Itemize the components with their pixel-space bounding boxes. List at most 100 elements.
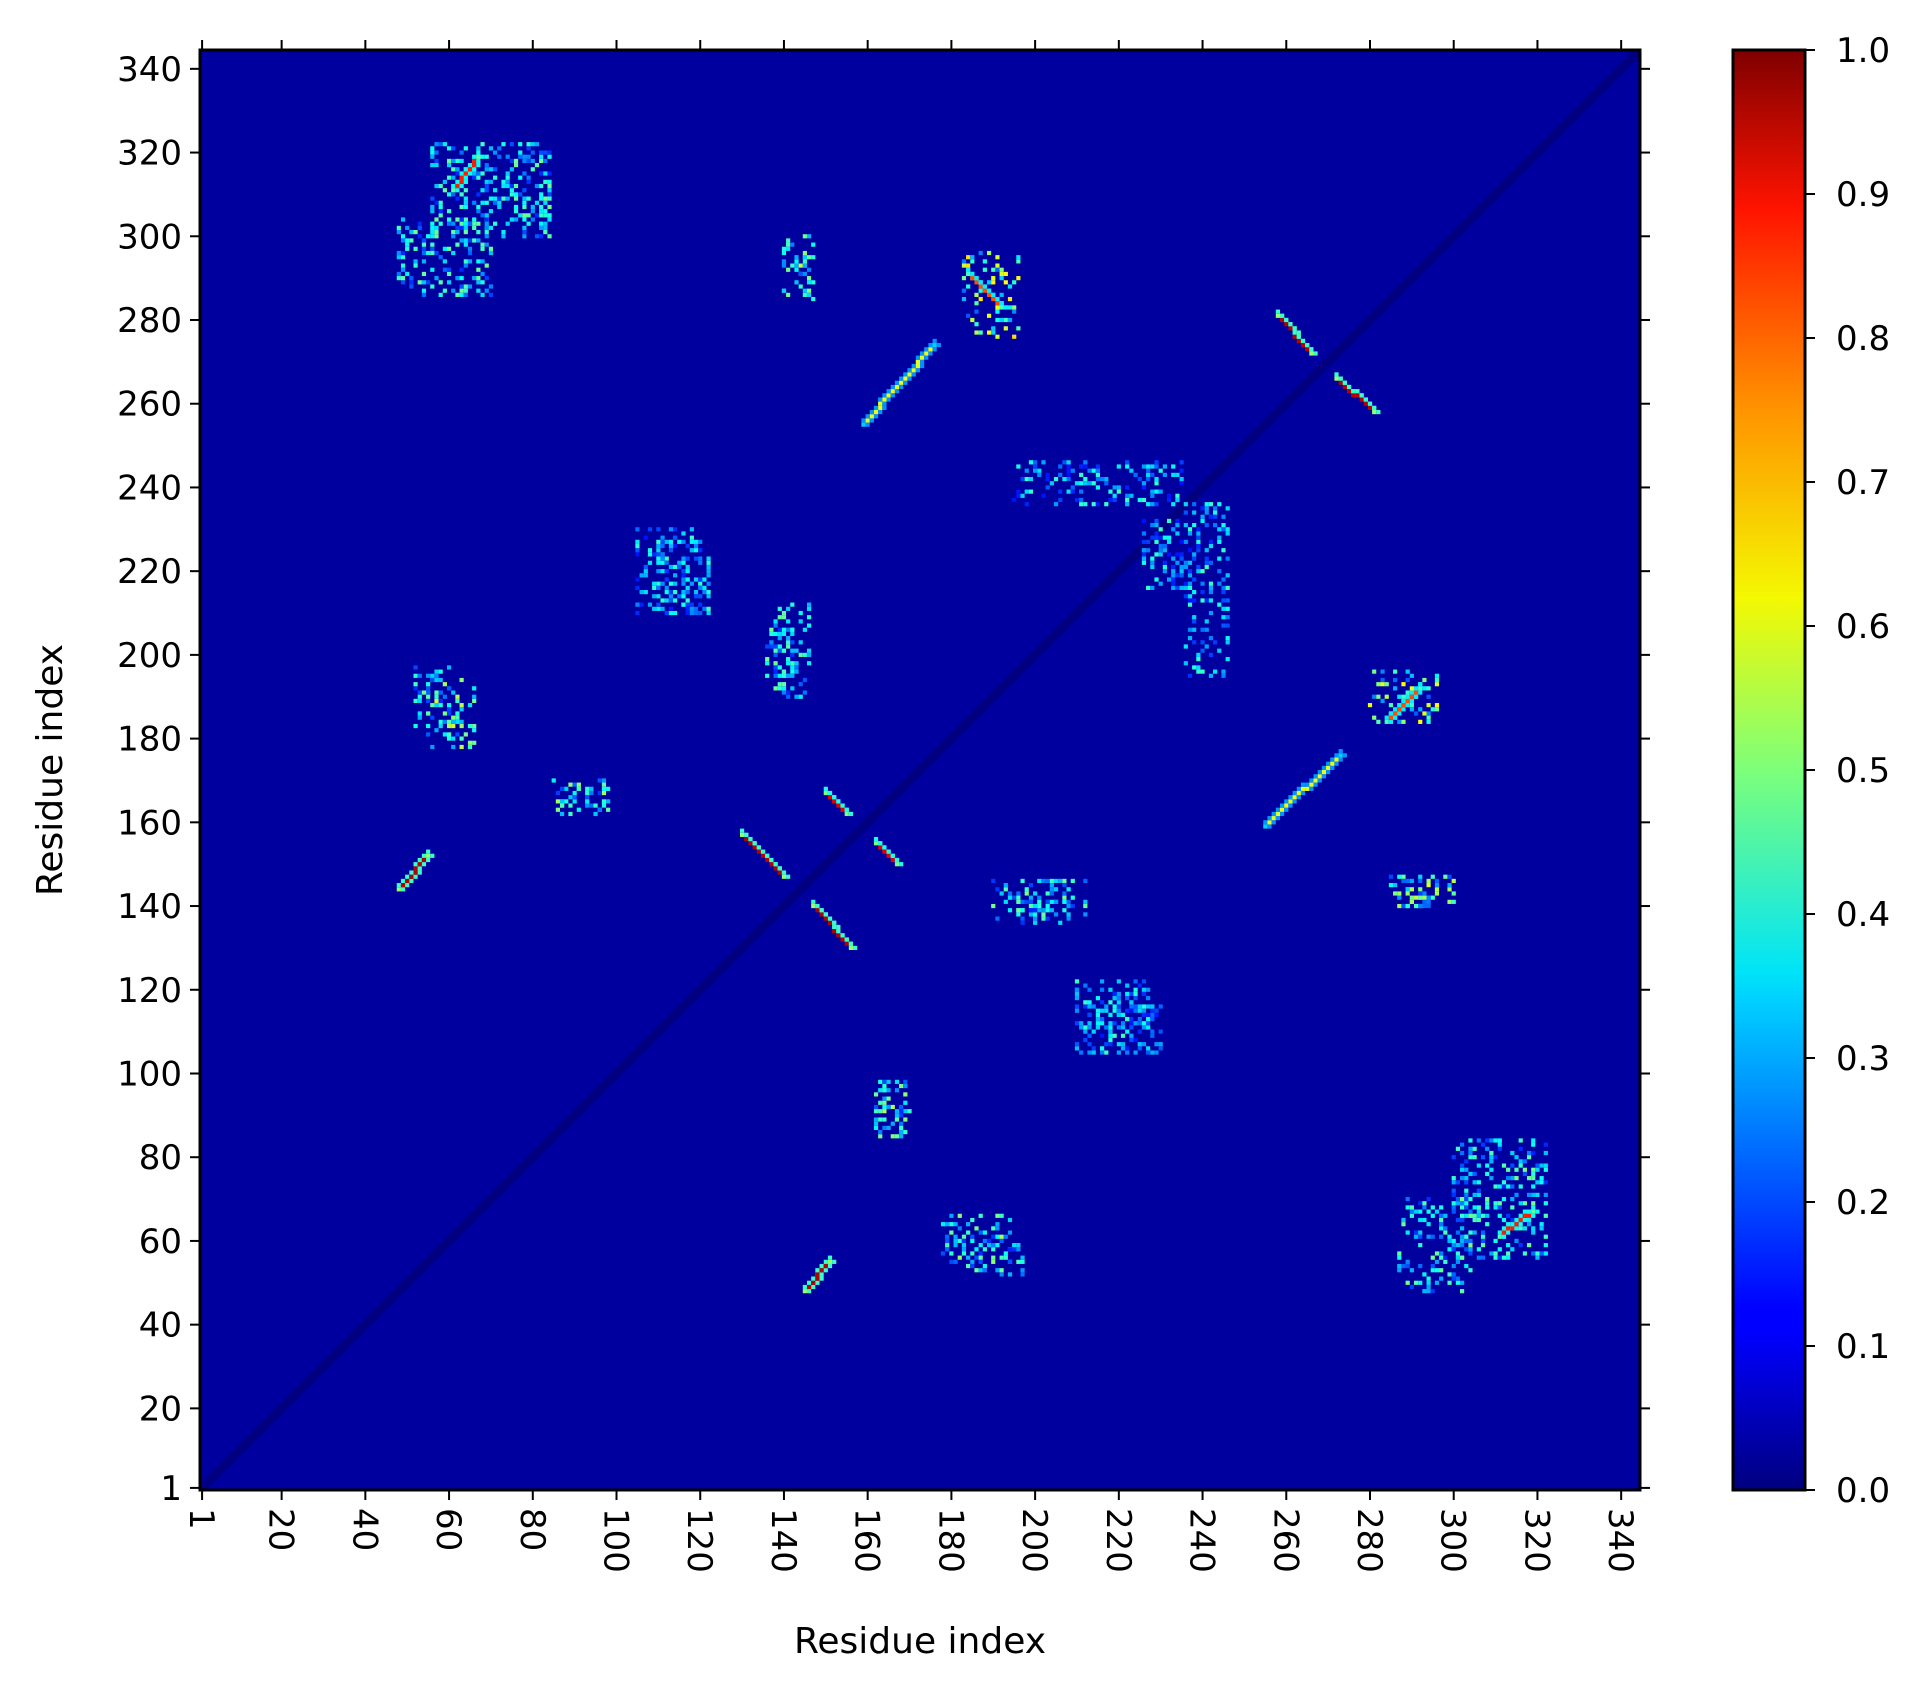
heatmap-cell xyxy=(430,703,435,708)
heatmap-cell xyxy=(1125,485,1130,490)
heatmap-cell xyxy=(442,719,447,724)
heatmap-cell xyxy=(790,627,795,632)
heatmap-cell xyxy=(1208,590,1214,595)
heatmap-cell xyxy=(656,585,661,590)
heatmap-cell xyxy=(1531,1171,1536,1177)
heatmap-cell xyxy=(1480,1155,1486,1160)
heatmap-cell xyxy=(1217,527,1222,532)
heatmap-cell xyxy=(446,703,452,708)
heatmap-cell xyxy=(848,811,854,817)
heatmap-cell xyxy=(1460,1289,1465,1294)
heatmap-cell xyxy=(1426,1284,1431,1290)
heatmap-cell xyxy=(1493,1255,1498,1260)
heatmap-cell xyxy=(1531,1142,1536,1147)
heatmap-cell xyxy=(815,1268,820,1273)
heatmap-cell xyxy=(1146,1004,1151,1009)
heatmap-cell xyxy=(890,1134,895,1139)
heatmap-cell xyxy=(534,183,540,189)
heatmap-cell xyxy=(656,527,661,532)
heatmap-cell xyxy=(773,631,778,637)
heatmap-cell xyxy=(1171,569,1176,574)
heatmap-cell xyxy=(1451,1205,1456,1210)
heatmap-cell xyxy=(1213,523,1218,528)
heatmap-cell xyxy=(1003,887,1008,892)
heatmap-cell xyxy=(455,217,460,222)
heatmap-cell xyxy=(1087,1033,1092,1038)
heatmap-cell xyxy=(949,1230,954,1235)
heatmap-cell xyxy=(1426,883,1431,888)
heatmap-cell xyxy=(1451,899,1456,904)
heatmap-cell xyxy=(1518,1222,1523,1227)
heatmap-cell xyxy=(1464,1176,1469,1181)
heatmap-cell xyxy=(890,1104,895,1110)
heatmap-cell xyxy=(1104,1004,1109,1009)
heatmap-cell xyxy=(773,673,778,678)
heatmap-cell xyxy=(1409,698,1414,704)
heatmap-cell xyxy=(1016,895,1021,900)
heatmap-cell xyxy=(689,539,694,544)
heatmap-cell xyxy=(1405,669,1410,674)
heatmap-cell xyxy=(434,158,439,164)
heatmap-cell xyxy=(1384,682,1389,687)
heatmap-cell xyxy=(706,610,711,616)
heatmap-cell xyxy=(513,158,519,164)
heatmap-cell xyxy=(1020,908,1025,913)
heatmap-cell xyxy=(522,213,527,218)
heatmap-cell xyxy=(1024,891,1029,896)
heatmap-cell xyxy=(1280,811,1285,817)
heatmap-cell xyxy=(1409,1284,1414,1290)
heatmap-cell xyxy=(806,234,812,239)
heatmap-cell xyxy=(1104,476,1109,482)
heatmap-cell xyxy=(1049,908,1054,913)
heatmap-cell xyxy=(1053,878,1059,884)
heatmap-cell xyxy=(660,556,665,561)
heatmap-cell xyxy=(476,209,481,214)
heatmap-cell xyxy=(1221,606,1226,611)
heatmap-cell xyxy=(1388,883,1394,888)
heatmap-cell xyxy=(1192,665,1197,670)
heatmap-cell xyxy=(1422,1289,1427,1294)
heatmap-cell xyxy=(446,719,452,724)
heatmap-cell xyxy=(1401,719,1406,724)
heatmap-cell xyxy=(1413,1234,1419,1239)
heatmap-cell xyxy=(1439,1255,1444,1260)
heatmap-cell xyxy=(861,418,866,423)
heatmap-cell xyxy=(434,217,439,222)
heatmap-cell xyxy=(790,263,795,268)
heatmap-cell xyxy=(781,870,787,875)
heatmap-cell xyxy=(823,790,828,796)
heatmap-cell xyxy=(1476,1180,1481,1185)
heatmap-cell xyxy=(1129,493,1134,498)
heatmap-cell xyxy=(417,280,422,285)
heatmap-cell xyxy=(1112,996,1117,1001)
heatmap-cell xyxy=(744,836,749,842)
heatmap-cell xyxy=(467,221,473,226)
heatmap-cell xyxy=(1200,514,1205,519)
heatmap-cell xyxy=(405,225,410,230)
heatmap-cell xyxy=(1200,598,1205,603)
heatmap-cell xyxy=(1221,669,1226,674)
heatmap-cell xyxy=(547,171,552,176)
heatmap-cell xyxy=(459,292,464,297)
heatmap-cell xyxy=(585,799,590,804)
heatmap-cell xyxy=(472,158,477,164)
heatmap-cell xyxy=(1133,996,1138,1001)
heatmap-cell xyxy=(811,903,816,909)
heatmap-cell xyxy=(1108,1021,1113,1026)
heatmap-cell xyxy=(1016,489,1021,494)
heatmap-cell xyxy=(986,1238,992,1244)
heatmap-cell xyxy=(1066,468,1071,473)
heatmap-cell xyxy=(1292,326,1297,331)
heatmap-cell xyxy=(493,200,498,205)
heatmap-cell xyxy=(806,280,812,285)
heatmap-cell xyxy=(459,192,464,197)
heatmap-cell xyxy=(501,196,506,201)
heatmap-cell xyxy=(488,167,494,172)
heatmap-cell xyxy=(463,196,468,201)
heatmap-cell xyxy=(681,590,686,595)
heatmap-cell xyxy=(1493,1205,1498,1210)
heatmap-cell xyxy=(555,799,560,804)
heatmap-cell xyxy=(1300,790,1306,796)
heatmap-cell xyxy=(1175,552,1180,557)
heatmap-cell xyxy=(446,686,452,691)
